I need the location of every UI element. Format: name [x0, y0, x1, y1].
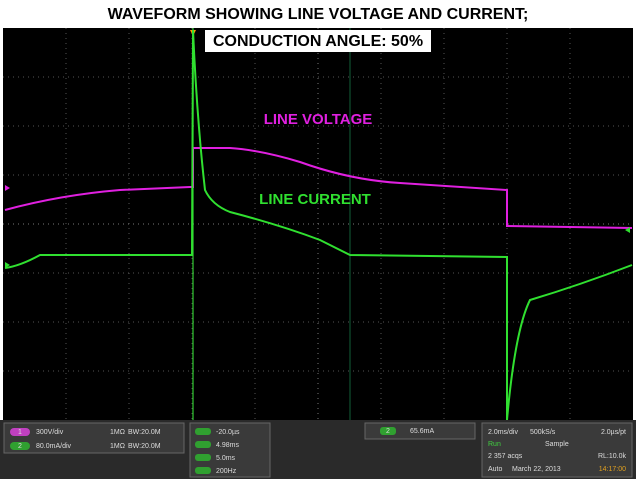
ch1-badge-text: 1 [18, 429, 22, 436]
acq-count: 2 357 acqs [488, 453, 523, 460]
title-band [0, 0, 636, 28]
date: March 22, 2013 [512, 466, 561, 473]
cursor-badge [195, 428, 211, 435]
ch1-marker [5, 185, 10, 191]
trigger-level: 65.6mA [410, 428, 434, 435]
subtitle-box [205, 30, 431, 52]
ch2-scale: 80.0mA/div [36, 443, 72, 450]
channel-panel [3, 422, 185, 454]
cursor-badge [195, 441, 211, 448]
cursor-badge [195, 467, 211, 474]
ch1-scale: 300V/div [36, 429, 64, 436]
ch2-impedance: 1MΩ [110, 443, 125, 450]
cursor-value: 5.0ms [216, 455, 236, 462]
current-label: LINE CURRENT [259, 191, 371, 208]
trigger-level-marker [625, 227, 630, 233]
timebase: 2.0ms/div [488, 429, 518, 436]
cursor-value: 4.98ms [216, 442, 239, 449]
trigger-badge-text: 2 [386, 428, 390, 435]
title: WAVEFORM SHOWING LINE VOLTAGE AND CURREN… [108, 6, 529, 23]
sample-rate: 500kS/s [530, 429, 556, 436]
voltage-label: LINE VOLTAGE [264, 111, 373, 128]
acq-mode: Sample [545, 441, 569, 448]
resolution: 2.0µs/pt [601, 429, 626, 436]
ch1-badge [10, 428, 30, 436]
acquisition-panel [481, 422, 633, 478]
cursor-value: 200Hz [216, 468, 237, 475]
ch1-impedance: 1MΩ [110, 429, 125, 436]
record-length: RL:10.0k [598, 453, 627, 460]
ch2-badge [10, 442, 30, 450]
current-trace [4, 29, 633, 421]
run-state: Run [488, 441, 501, 448]
cursor-badge [195, 454, 211, 461]
cursor-value: -20.0µs [216, 429, 240, 436]
trigger-badge [380, 427, 396, 435]
ch2-marker [5, 262, 10, 268]
ch2-badge-text: 2 [18, 443, 22, 450]
trigger-mode: Auto [488, 466, 503, 473]
subtitle: CONDUCTION ANGLE: 50% [213, 33, 423, 50]
voltage-trace [4, 147, 633, 229]
time: 14:17:00 [599, 466, 626, 473]
ch2-bandwidth: BW:20.0M [128, 443, 161, 450]
ch1-bandwidth: BW:20.0M [128, 429, 161, 436]
